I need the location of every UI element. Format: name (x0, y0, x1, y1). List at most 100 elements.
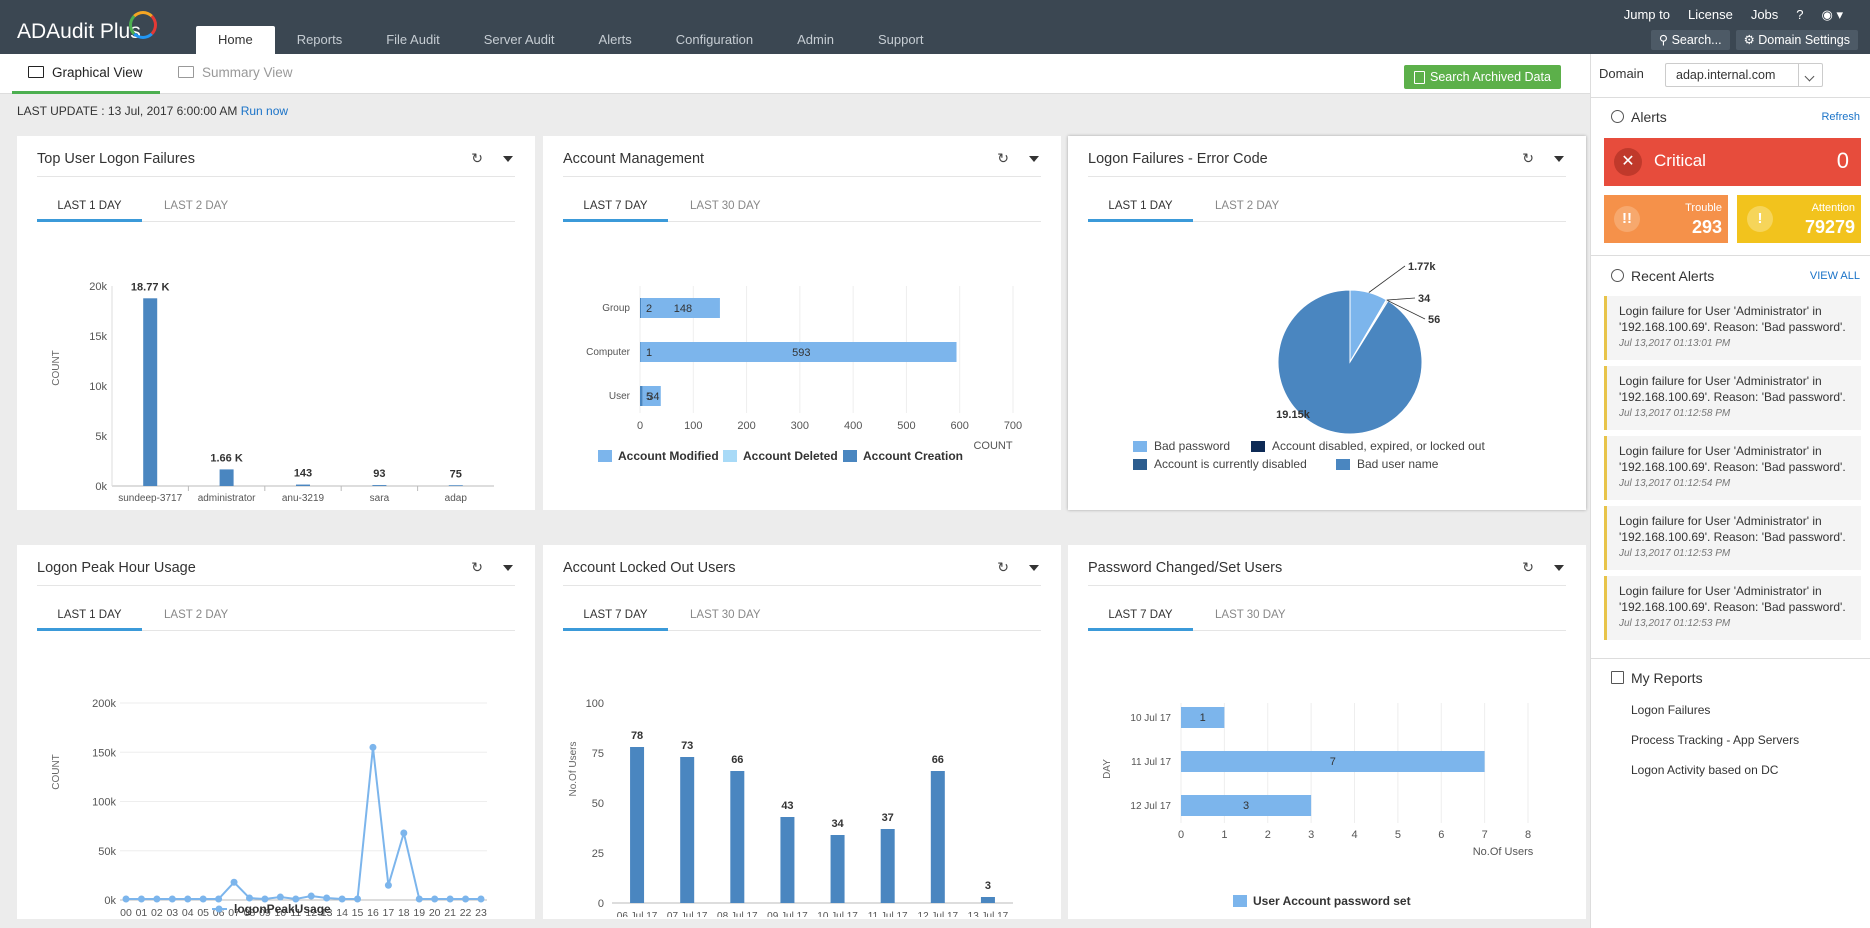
tab-last-7-day[interactable]: LAST 7 DAY (563, 196, 668, 222)
bar[interactable] (1181, 751, 1485, 772)
chevron-down-icon[interactable] (503, 156, 513, 162)
run-now-link[interactable]: Run now (240, 104, 289, 118)
bar[interactable] (640, 386, 643, 406)
my-report-link[interactable]: Logon Failures (1631, 703, 1711, 717)
bar[interactable] (640, 342, 641, 362)
bar[interactable] (296, 484, 310, 486)
my-report-link[interactable]: Process Tracking - App Servers (1631, 733, 1800, 747)
chevron-down-icon[interactable] (1029, 156, 1039, 162)
my-report-link[interactable]: Logon Activity based on DC (1631, 763, 1779, 777)
refresh-icon[interactable]: ↻ (471, 559, 483, 575)
legend-swatch[interactable] (843, 450, 857, 462)
refresh-icon[interactable]: ↻ (997, 559, 1009, 575)
data-point[interactable] (137, 895, 145, 903)
nav-tab-support[interactable]: Support (877, 32, 924, 47)
attention-alerts-tile[interactable]: ! Attention 79279 (1737, 195, 1861, 243)
nav-tab-file-audit[interactable]: File Audit (386, 32, 440, 47)
legend-swatch[interactable] (1133, 459, 1147, 470)
chevron-down-icon[interactable] (1029, 565, 1039, 571)
app-logo[interactable]: ADAudit Plus (17, 11, 157, 44)
data-point[interactable] (184, 895, 192, 903)
search-button[interactable]: ⚲ Search... (1650, 30, 1730, 50)
refresh-icon[interactable]: ↻ (1522, 559, 1534, 575)
data-point[interactable] (384, 881, 392, 889)
chevron-down-icon[interactable] (503, 565, 513, 571)
tab-last-2-day[interactable]: LAST 2 DAY (164, 200, 229, 212)
alert-item[interactable]: Login failure for User 'Administrator' i… (1604, 366, 1861, 430)
data-point[interactable] (446, 895, 454, 903)
data-point[interactable] (245, 894, 253, 902)
data-point[interactable] (261, 895, 269, 903)
nav-tab-home[interactable]: Home (196, 26, 275, 54)
refresh-icon[interactable]: ↻ (997, 150, 1009, 166)
data-point[interactable] (292, 895, 300, 903)
pie-slice[interactable] (1277, 289, 1423, 435)
data-point[interactable] (323, 894, 331, 902)
refresh-link[interactable]: Refresh (1821, 111, 1860, 123)
nav-tab-server-audit[interactable]: Server Audit (483, 32, 555, 47)
bar[interactable] (219, 469, 234, 486)
data-point[interactable] (400, 829, 408, 837)
nav-tab-reports[interactable]: Reports (296, 32, 343, 47)
search-archived-data-button[interactable]: Search Archived Data (1404, 65, 1561, 89)
data-point[interactable] (338, 895, 346, 903)
domain-select[interactable]: adap.internal.com (1665, 63, 1823, 87)
data-point[interactable] (153, 895, 161, 903)
bar[interactable] (1181, 795, 1312, 816)
data-point[interactable] (122, 895, 130, 903)
data-point[interactable] (477, 895, 485, 903)
bar[interactable] (930, 771, 945, 903)
data-point[interactable] (168, 895, 176, 903)
bar[interactable] (640, 298, 642, 318)
bar[interactable] (680, 757, 695, 903)
nav-tab-alerts[interactable]: Alerts (598, 32, 632, 47)
tab-last-1-day[interactable]: LAST 1 DAY (1088, 196, 1193, 222)
legend-swatch[interactable] (598, 450, 612, 462)
data-point[interactable] (230, 878, 238, 886)
refresh-icon[interactable]: ↻ (471, 150, 483, 166)
data-point[interactable] (354, 895, 362, 903)
tab-last-2-day[interactable]: LAST 2 DAY (1215, 200, 1280, 212)
critical-alerts-tile[interactable]: ✕ Critical 0 (1604, 138, 1861, 186)
data-point[interactable] (369, 743, 377, 751)
tab-last-1-day[interactable]: LAST 1 DAY (37, 196, 142, 222)
tab-last-2-day[interactable]: LAST 2 DAY (164, 609, 229, 621)
trouble-alerts-tile[interactable]: !! Trouble 293 (1604, 195, 1728, 243)
chevron-down-icon[interactable] (1554, 565, 1564, 571)
legend-swatch[interactable] (1336, 459, 1350, 470)
user-menu-icon[interactable]: ◉ ▾ (1821, 7, 1843, 22)
legend-swatch[interactable] (1233, 895, 1247, 907)
data-point[interactable] (415, 895, 423, 903)
tab-last-7-day[interactable]: LAST 7 DAY (1088, 605, 1193, 631)
bar[interactable] (730, 771, 745, 903)
jump-to-link[interactable]: Jump to (1623, 7, 1670, 22)
tab-last-30-day[interactable]: LAST 30 DAY (690, 200, 761, 212)
help-icon[interactable]: ? (1796, 7, 1804, 22)
bar[interactable] (640, 342, 957, 362)
tab-last-30-day[interactable]: LAST 30 DAY (1215, 609, 1286, 621)
data-point[interactable] (462, 895, 470, 903)
bar[interactable] (1181, 707, 1225, 728)
legend-swatch[interactable] (1133, 441, 1147, 452)
bar[interactable] (780, 817, 795, 903)
legend-swatch[interactable] (723, 450, 737, 462)
graphical-view-tab[interactable]: Graphical View (12, 54, 160, 94)
nav-tab-admin[interactable]: Admin (797, 32, 834, 47)
bar[interactable] (641, 298, 720, 318)
alert-item[interactable]: Login failure for User 'Administrator' i… (1604, 506, 1861, 570)
summary-view-tab[interactable]: Summary View (178, 54, 293, 94)
data-point[interactable] (276, 893, 284, 901)
alert-item[interactable]: Login failure for User 'Administrator' i… (1604, 436, 1861, 500)
nav-tab-configuration[interactable]: Configuration (675, 32, 754, 47)
tab-last-7-day[interactable]: LAST 7 DAY (563, 605, 668, 631)
bar[interactable] (642, 386, 661, 406)
bar[interactable] (980, 897, 995, 903)
tab-last-1-day[interactable]: LAST 1 DAY (37, 605, 142, 631)
view-all-link[interactable]: VIEW ALL (1809, 270, 1860, 282)
bar[interactable] (143, 298, 158, 486)
bar[interactable] (830, 835, 845, 903)
bar[interactable] (448, 485, 463, 486)
tab-last-30-day[interactable]: LAST 30 DAY (690, 609, 761, 621)
chevron-down-icon[interactable] (1554, 156, 1564, 162)
domain-settings-button[interactable]: ⚙ Domain Settings (1735, 30, 1858, 50)
